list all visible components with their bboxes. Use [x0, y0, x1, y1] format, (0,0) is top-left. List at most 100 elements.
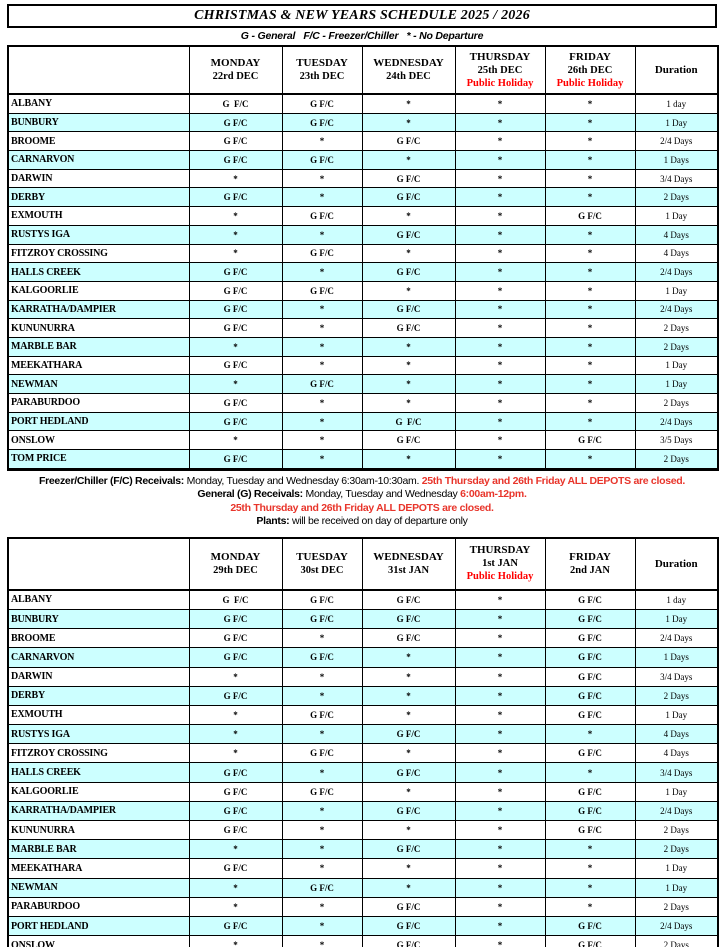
schedule-cell: G F/C	[188, 299, 283, 320]
header-row: MONDAY 22rd DEC TUESDAY 23th DEC WEDNESDAY 24…	[7, 45, 719, 95]
schedule-cell: G F/C	[361, 318, 456, 338]
location-cell: NEWMAN	[7, 877, 190, 898]
location-cell: EXMOUTH	[7, 206, 190, 226]
day-name: TUESDAY	[296, 550, 348, 563]
schedule-cell: *	[281, 187, 363, 208]
day-name: FRIDAY	[569, 50, 611, 63]
schedule-cell: G F/C	[361, 168, 456, 189]
day-header-cell: TUESDAY 30st DEC	[281, 537, 363, 591]
duration-cell: 1 Day	[634, 112, 719, 133]
schedule-cell: G F/C	[544, 647, 636, 668]
schedule-cell: G F/C	[281, 877, 363, 898]
day-header-cell: WEDNESDAY 24th DEC	[361, 45, 456, 95]
location-cell: BUNBURY	[7, 608, 190, 630]
schedule-cell: *	[544, 762, 636, 783]
schedule-row: CARNARVON G F/C G F/C * * * 1 Days	[7, 150, 719, 170]
schedule-row: KUNUNURRA G F/C * G F/C * * 2 Days	[7, 318, 719, 338]
location-cell: BUNBURY	[7, 112, 190, 133]
schedule-cell: G F/C	[281, 93, 363, 114]
day-name: WEDNESDAY	[373, 57, 444, 69]
corner-cell	[7, 45, 190, 95]
schedule-cell: G F/C	[188, 411, 283, 432]
schedule-cell: *	[454, 724, 546, 745]
location-cell: ONSLOW	[7, 430, 190, 451]
schedule-cell: G F/C	[361, 800, 456, 822]
schedule-cell: *	[361, 393, 456, 413]
legend-text: G - General F/C - Freezer/Chiller * - No…	[240, 30, 484, 42]
schedule-cell: G F/C	[188, 628, 283, 649]
duration-cell: 3/5 Days	[634, 430, 719, 451]
schedule-cell: *	[361, 858, 456, 879]
schedule-row: NEWMAN * G F/C * * * 1 Day	[7, 374, 719, 394]
schedule-cell: *	[454, 411, 546, 432]
schedule-cell: *	[281, 224, 363, 245]
schedule-cell: G F/C	[544, 666, 636, 687]
day-date: 25th DEC	[477, 64, 523, 76]
schedule-row: ONSLOW * * G F/C * G F/C 2 Days	[7, 935, 719, 947]
schedule-cell: *	[454, 318, 546, 338]
header-row: MONDAY 29th DEC TUESDAY 30st DEC WEDNESDAY 31…	[7, 537, 719, 591]
schedule-cell: G F/C	[544, 628, 636, 649]
location-cell: BROOME	[7, 131, 190, 152]
schedule-cell: G F/C	[544, 915, 636, 937]
schedule-cell: *	[544, 374, 636, 394]
schedule-row: ALBANY G F/C G F/C G F/C * G F/C 1 day	[7, 589, 719, 610]
duration-cell: 2 Days	[634, 896, 719, 917]
location-cell: ONSLOW	[7, 935, 190, 947]
schedule-cell: *	[281, 262, 363, 282]
location-cell: NEWMAN	[7, 374, 190, 394]
schedule-table-christmas: MONDAY 22rd DEC TUESDAY 23th DEC WEDNESDAY 24…	[7, 45, 719, 471]
location-cell: KALGOORLIE	[7, 781, 190, 802]
schedule-cell: *	[544, 280, 636, 301]
day-name: THURSDAY	[469, 544, 531, 557]
schedule-cell: *	[454, 187, 546, 208]
location-cell: KUNUNURRA	[7, 819, 190, 841]
schedule-cell: *	[544, 336, 636, 357]
schedule-cell: *	[281, 449, 363, 470]
page-title: CHRISTMAS & NEW YEARS SCHEDULE 2025 / 20…	[7, 4, 717, 28]
schedule-cell: *	[454, 839, 546, 860]
duration-cell: 1 Day	[634, 206, 719, 226]
schedule-cell: *	[188, 168, 283, 189]
schedule-cell: G F/C	[281, 704, 363, 726]
schedule-row: FITZROY CROSSING * G F/C * * * 4 Days	[7, 243, 719, 264]
schedule-row: ALBANY G F/C G F/C * * * 1 day	[7, 93, 719, 114]
day-header-cell: THURSDAY 1st JAN Public Holiday	[454, 537, 546, 591]
schedule-cell: G F/C	[281, 280, 363, 301]
schedule-cell: G F/C	[544, 685, 636, 706]
schedule-cell: G F/C	[188, 262, 283, 282]
schedule-cell: *	[188, 666, 283, 687]
schedule-cell: *	[454, 589, 546, 610]
schedule-row: MARBLE BAR * * G F/C * * 2 Days	[7, 839, 719, 860]
schedule-cell: G F/C	[361, 839, 456, 860]
note-line: Freezer/Chiller (F/C) Receivals: Monday,…	[7, 475, 717, 489]
schedule-cell: G F/C	[361, 224, 456, 245]
schedule-cell: G F/C	[361, 430, 456, 451]
schedule-row: PORT HEDLAND G F/C * G F/C * G F/C 2/4 Days	[7, 915, 719, 937]
public-holiday-label: Public Holiday	[466, 77, 534, 89]
schedule-row: FITZROY CROSSING * G F/C * * G F/C 4 Days	[7, 743, 719, 764]
schedule-cell: G F/C	[361, 915, 456, 937]
notes-block-christmas: Freezer/Chiller (F/C) Receivals: Monday,…	[7, 475, 717, 529]
schedule-cell: *	[544, 187, 636, 208]
location-cell: MEEKATHARA	[7, 858, 190, 879]
duration-cell: 1 Day	[634, 704, 719, 726]
schedule-cell: G F/C	[361, 896, 456, 917]
schedule-cell: G F/C	[361, 589, 456, 610]
schedule-cell: *	[361, 112, 456, 133]
schedule-cell: *	[454, 647, 546, 668]
schedule-cell: G F/C	[361, 935, 456, 947]
note-segment: General (G) Receivals:	[197, 488, 303, 501]
duration-cell: 4 Days	[634, 243, 719, 264]
schedule-row: RUSTYS IGA * * G F/C * * 4 Days	[7, 224, 719, 245]
schedule-cell: *	[281, 628, 363, 649]
schedule-cell: *	[188, 724, 283, 745]
location-cell: PARABURDOO	[7, 393, 190, 413]
location-cell: RUSTYS IGA	[7, 224, 190, 245]
schedule-cell: G F/C	[188, 112, 283, 133]
day-header-cell: MONDAY 29th DEC	[188, 537, 283, 591]
schedule-cell: *	[361, 243, 456, 264]
schedule-cell: *	[361, 704, 456, 726]
location-cell: BROOME	[7, 628, 190, 649]
duration-cell: 2/4 Days	[634, 131, 719, 152]
